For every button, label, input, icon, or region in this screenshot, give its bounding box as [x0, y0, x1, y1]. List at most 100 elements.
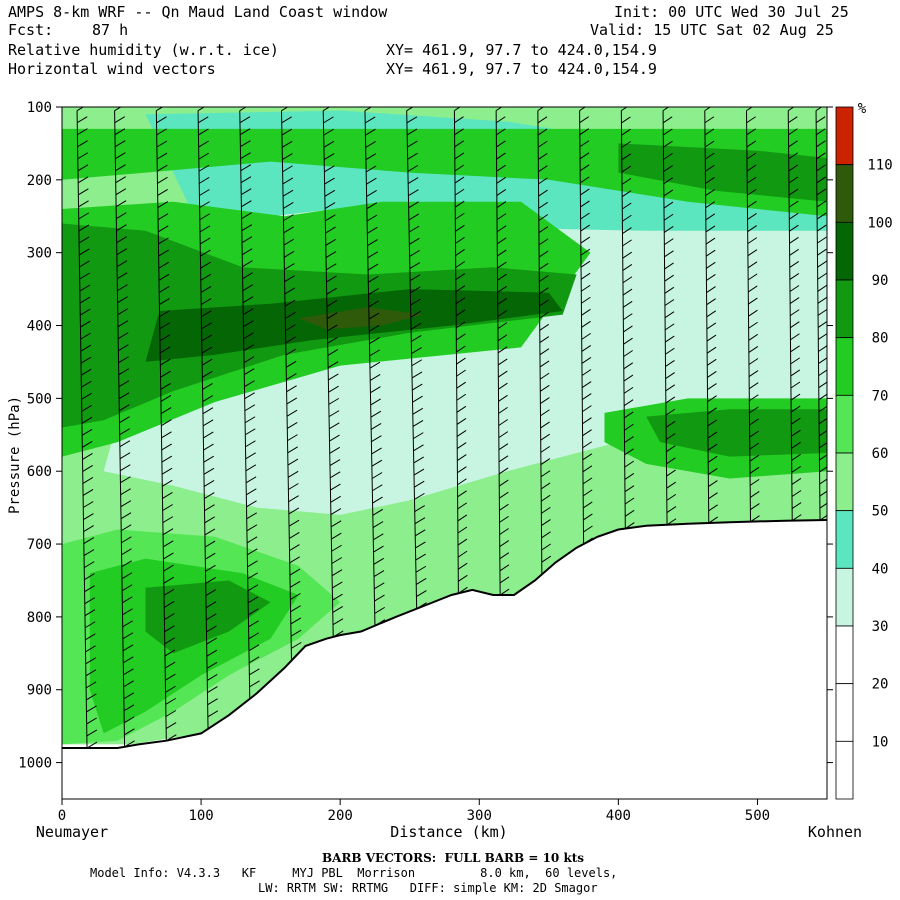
- barb-feather: [623, 337, 633, 345]
- barb-feather: [415, 577, 427, 585]
- barb-feather: [201, 334, 213, 342]
- barb-feather: [623, 386, 634, 394]
- barb-vector-note: BARB VECTORS: FULL BARB = 10 kts: [322, 851, 585, 865]
- x-tick-label: 200: [328, 808, 353, 824]
- barb-feather: [203, 467, 215, 475]
- barb-feather: [248, 632, 260, 640]
- barb-feather: [581, 393, 592, 400]
- barb-feather: [580, 272, 591, 280]
- barb-feather: [582, 489, 593, 497]
- y-axis-label: Pressure (hPa): [7, 396, 23, 514]
- barb-feather: [77, 140, 88, 148]
- barb-feather: [201, 358, 213, 366]
- x-tick-label: 0: [58, 808, 66, 824]
- barb-feather: [249, 668, 260, 676]
- barb-feather: [242, 296, 254, 304]
- barb-feather: [817, 260, 827, 268]
- barb-feather: [750, 503, 760, 510]
- barb-feather: [199, 237, 211, 245]
- barb-feather: [123, 680, 134, 688]
- colorbar-level-label: 100: [867, 215, 892, 231]
- barb-staff: [239, 110, 251, 699]
- barb-feather: [789, 260, 800, 268]
- barb-feather: [748, 297, 758, 305]
- barb-feather: [581, 308, 591, 316]
- barb-feather: [118, 368, 129, 376]
- barb-feather: [705, 176, 715, 184]
- barb-feather: [622, 227, 632, 234]
- barb-feather: [117, 320, 129, 328]
- barb-feather: [788, 188, 799, 196]
- barb-feather: [540, 445, 551, 453]
- barb-feather: [83, 561, 95, 569]
- barb-feather: [497, 261, 507, 269]
- barb-feather: [707, 443, 718, 451]
- barb-feather: [204, 528, 216, 536]
- barb-feather: [791, 429, 801, 437]
- barb-feather: [114, 107, 122, 112]
- barb-feather: [207, 698, 218, 706]
- barb-feather: [747, 249, 758, 257]
- x-start-station-label: Neumayer: [36, 823, 108, 841]
- y-tick-label: 1000: [18, 756, 52, 772]
- barb-feather: [202, 370, 213, 378]
- barb-feather: [707, 395, 717, 403]
- barb-feather: [205, 552, 216, 560]
- barb-feather: [364, 107, 372, 112]
- barb-feather: [747, 200, 757, 208]
- barb-feather: [286, 373, 297, 380]
- barb-feather: [115, 176, 126, 184]
- barb-feather: [495, 116, 506, 124]
- barb-feather: [579, 152, 590, 160]
- barb-feather: [77, 176, 89, 184]
- y-axis: 100 200 300 400 500 600 700 800 900 1000: [18, 100, 833, 772]
- barb-feather: [456, 357, 466, 365]
- barb-feather: [708, 468, 718, 475]
- barb-feather: [203, 443, 214, 451]
- barb-feather: [288, 483, 299, 490]
- x-tick-label: 500: [745, 808, 770, 824]
- barb-feather: [163, 564, 174, 572]
- barb-feather: [328, 385, 339, 393]
- barb-feather: [120, 512, 132, 520]
- barb-feather: [289, 544, 300, 552]
- barb-feather: [621, 202, 632, 210]
- barb-feather: [406, 128, 418, 136]
- barb-feather: [163, 552, 174, 560]
- barb-feather: [747, 285, 758, 293]
- barb-feather: [120, 476, 131, 484]
- colorbar-swatch: [835, 221, 854, 281]
- barb-feather: [746, 176, 757, 184]
- barb-feather: [665, 408, 676, 416]
- barb-feather: [369, 337, 380, 345]
- barb-feather: [120, 488, 131, 496]
- barb-feather: [371, 447, 382, 455]
- barb-feather: [245, 476, 257, 484]
- barb-feather: [79, 308, 91, 316]
- barb-feather: [416, 590, 427, 597]
- barb-feather: [499, 564, 510, 572]
- barb-feather: [789, 248, 799, 256]
- barb-feather: [579, 176, 590, 184]
- barb-feather: [331, 557, 343, 564]
- barb-feather: [704, 116, 715, 124]
- barb-feather: [538, 189, 548, 197]
- barb-feather: [84, 573, 95, 581]
- barb-feather: [163, 588, 175, 596]
- barb-feather: [455, 273, 466, 281]
- barb-feather: [408, 201, 419, 209]
- barb-feather: [245, 452, 256, 460]
- barb-feather: [81, 404, 93, 412]
- colorbar-swatch: [835, 740, 854, 800]
- barb-feather: [621, 190, 632, 198]
- barb-feather: [539, 275, 549, 282]
- barb-feather: [244, 404, 256, 412]
- barb-feather: [245, 440, 256, 448]
- barb-feather: [538, 262, 549, 270]
- barb-feather: [114, 140, 126, 148]
- barb-feather: [81, 380, 92, 388]
- barb-feather: [497, 249, 507, 257]
- barb-feather: [791, 465, 802, 473]
- barb-feather: [245, 428, 256, 436]
- barb-feather: [537, 128, 548, 136]
